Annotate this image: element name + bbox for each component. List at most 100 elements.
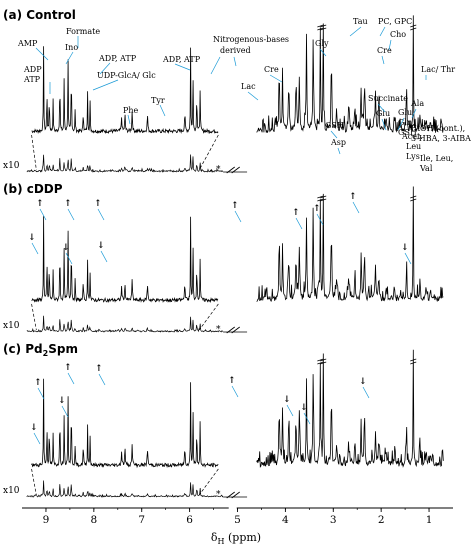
truncation-mark bbox=[317, 24, 324, 28]
annotation-leader bbox=[381, 55, 385, 65]
increase-arrow: ↑ bbox=[94, 199, 102, 209]
decrease-arrow: ↓ bbox=[359, 377, 367, 387]
arrow-leader bbox=[61, 405, 69, 418]
aliphatic-trace bbox=[256, 186, 444, 303]
x-tick-label: 1 bbox=[426, 514, 433, 526]
metabolite-label: Acet. bbox=[401, 132, 423, 141]
decrease-arrow: ↓ bbox=[300, 403, 308, 413]
axis-break-mark bbox=[226, 491, 235, 499]
inset-scale-label: x10 bbox=[3, 486, 20, 496]
annotation-leader bbox=[127, 114, 131, 125]
inset-scale-label: x10 bbox=[3, 161, 20, 171]
metabolite-label: AMP bbox=[17, 39, 38, 48]
axis-break-mark bbox=[226, 326, 235, 334]
metabolite-label: Gly bbox=[315, 39, 329, 48]
arrow-leader bbox=[33, 432, 41, 445]
aliphatic-trace bbox=[256, 15, 444, 133]
annotation-leader bbox=[397, 117, 405, 131]
metabolite-label: Ino bbox=[65, 43, 78, 52]
arrow-leader bbox=[231, 385, 239, 398]
inset-trace bbox=[26, 154, 224, 173]
truncation-mark bbox=[317, 198, 324, 202]
arrow-leader bbox=[295, 217, 303, 230]
metabolite-label: Nitrogenous-bases bbox=[213, 35, 289, 44]
metabolite-label: Lac/ Thr bbox=[421, 65, 455, 74]
impurity-asterisk: * bbox=[216, 165, 221, 175]
zoom-guide-right bbox=[198, 303, 219, 331]
aromatic-expansion-trace bbox=[31, 378, 219, 469]
aromatic-expansion-trace bbox=[31, 216, 219, 304]
arrow-leader bbox=[31, 242, 39, 255]
panel-title: (b) cDDP bbox=[3, 182, 63, 196]
axis-break-mark bbox=[231, 326, 240, 334]
metabolite-label: ATP bbox=[23, 75, 41, 84]
annotation-leader bbox=[319, 48, 327, 57]
annotation-leader bbox=[99, 62, 111, 75]
metabolite-label: UDP-GlcA/ Glc bbox=[97, 71, 156, 80]
metabolite-label: Lac bbox=[241, 82, 256, 91]
metabolite-label: Lys bbox=[406, 152, 420, 161]
arrow-leader bbox=[316, 213, 324, 226]
metabolite-label: 3-HBA, 3-AIBA bbox=[411, 134, 471, 143]
annotation-leader bbox=[174, 63, 191, 71]
axis-break-mark bbox=[231, 166, 240, 174]
metabolite-label: Succinate bbox=[368, 94, 408, 103]
annotation-leader bbox=[411, 108, 417, 119]
truncation-mark bbox=[320, 198, 327, 202]
metabolite-label: Ile, Leu, bbox=[420, 154, 453, 163]
annotation-leader bbox=[381, 118, 387, 131]
truncation-mark bbox=[410, 24, 417, 28]
metabolite-label: GSH bbox=[398, 128, 417, 137]
x-tick-label: 2 bbox=[378, 514, 385, 526]
truncation-mark bbox=[317, 195, 324, 199]
metabolite-label: Glu, bbox=[398, 108, 415, 117]
x-tick-label: 6 bbox=[186, 514, 193, 526]
panel-title: (a) Control bbox=[3, 8, 76, 22]
metabolite-label: Asp bbox=[330, 138, 346, 147]
metabolite-label: Tyr bbox=[151, 96, 165, 105]
x-tick-label: 5 bbox=[234, 514, 241, 526]
panel-title: (c) Pd2Spm bbox=[3, 342, 78, 358]
arrow-leader bbox=[37, 387, 45, 400]
metabolite-label: ADP bbox=[23, 65, 42, 74]
truncation-mark bbox=[317, 27, 324, 31]
x-tick-label: 7 bbox=[138, 514, 145, 526]
metabolite-label: ADP, ATP bbox=[98, 54, 137, 63]
annotation-leader bbox=[92, 79, 119, 91]
truncation-mark bbox=[317, 361, 324, 365]
annotation-leader bbox=[159, 104, 166, 117]
arrow-leader bbox=[362, 386, 370, 399]
annotation-leader bbox=[379, 26, 386, 37]
annotation-leader bbox=[337, 147, 341, 155]
metabolite-label: EtOH (cont.), bbox=[411, 124, 465, 133]
zoom-guide-right bbox=[198, 134, 219, 171]
arrow-leader bbox=[404, 252, 412, 265]
zoom-guide-left bbox=[31, 134, 37, 171]
decrease-arrow: ↓ bbox=[401, 243, 409, 253]
arrow-leader bbox=[100, 250, 108, 263]
panel-3-arrows: ↑ ↑ ↑ ↓ ↓ ↑ ↓ ↓ ↓ bbox=[30, 363, 370, 445]
decrease-arrow: ↓ bbox=[62, 243, 70, 253]
x-axis-label: δH (ppm) bbox=[211, 531, 261, 546]
truncation-mark bbox=[320, 361, 327, 365]
arrow-leader bbox=[65, 252, 73, 265]
truncation-mark bbox=[410, 361, 417, 365]
inset-trace bbox=[26, 480, 224, 498]
arrow-leader bbox=[286, 404, 294, 417]
metabolite-label: Ala bbox=[410, 99, 424, 108]
annotation-leader bbox=[233, 56, 237, 67]
metabolite-label: Formate bbox=[66, 27, 100, 36]
annotation-leader bbox=[377, 103, 386, 113]
metabolite-label: Tau bbox=[353, 17, 368, 26]
annotation-leader bbox=[35, 47, 49, 61]
decrease-arrow: ↓ bbox=[30, 423, 38, 433]
x-tick-label: 8 bbox=[90, 514, 97, 526]
increase-arrow: ↑ bbox=[313, 204, 321, 214]
metabolite-label: Val bbox=[419, 164, 433, 173]
panel-3: (c) Pd2Spm x10 * bbox=[3, 342, 444, 500]
panel-2-arrows: ↑ ↑ ↑ ↓ ↓ ↓ ↑ ↑ ↑ ↑ ↓ bbox=[28, 192, 412, 265]
increase-arrow: ↑ bbox=[64, 363, 72, 373]
increase-arrow: ↑ bbox=[231, 201, 239, 211]
